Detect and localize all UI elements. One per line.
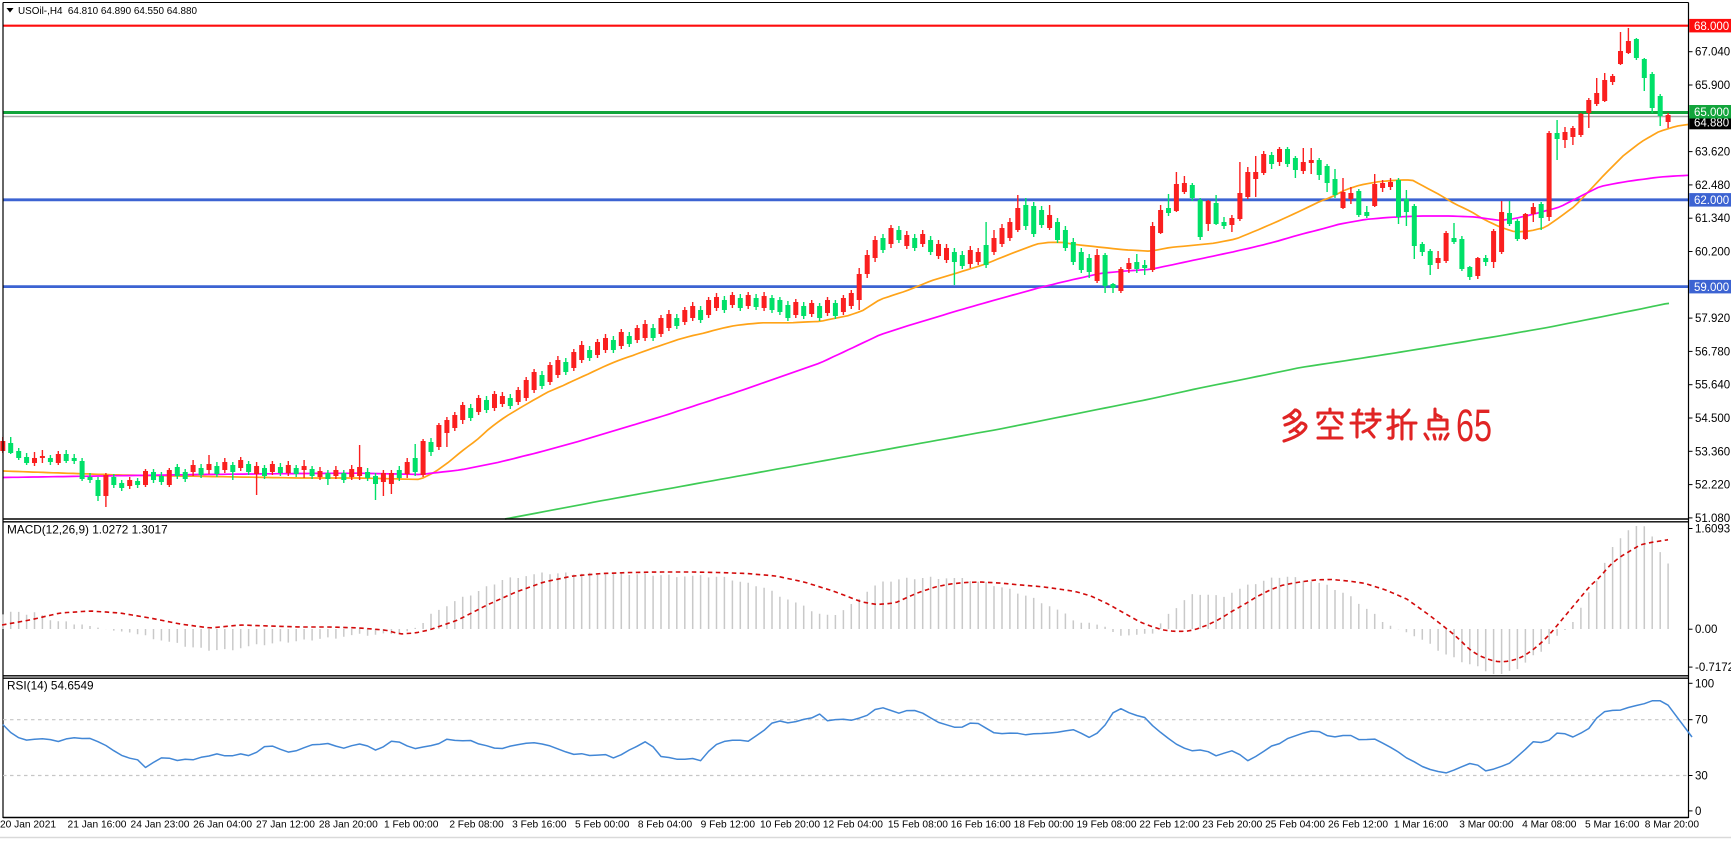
svg-text:3 Mar 00:00: 3 Mar 00:00: [1459, 820, 1514, 831]
svg-text:51.080: 51.080: [1695, 513, 1730, 525]
svg-text:RSI(14) 54.6549: RSI(14) 54.6549: [7, 679, 94, 693]
svg-text:-0.7172: -0.7172: [1695, 662, 1731, 674]
svg-text:68.000: 68.000: [1694, 21, 1729, 33]
svg-text:28 Jan 20:00: 28 Jan 20:00: [319, 820, 378, 831]
svg-text:0: 0: [1695, 806, 1701, 818]
svg-text:12 Feb 04:00: 12 Feb 04:00: [823, 820, 883, 831]
svg-text:9 Feb 12:00: 9 Feb 12:00: [701, 820, 756, 831]
svg-text:26 Jan 04:00: 26 Jan 04:00: [193, 820, 252, 831]
svg-text:10 Feb 20:00: 10 Feb 20:00: [760, 820, 820, 831]
svg-text:5 Mar 16:00: 5 Mar 16:00: [1585, 820, 1640, 831]
svg-text:52.220: 52.220: [1695, 480, 1730, 492]
svg-text:65.000: 65.000: [1694, 107, 1729, 119]
svg-text:59.000: 59.000: [1694, 282, 1729, 294]
svg-text:5 Feb 00:00: 5 Feb 00:00: [575, 820, 630, 831]
svg-text:65.900: 65.900: [1695, 80, 1730, 92]
svg-text:4 Mar 08:00: 4 Mar 08:00: [1522, 820, 1577, 831]
svg-text:1 Mar 16:00: 1 Mar 16:00: [1394, 820, 1449, 831]
svg-text:30: 30: [1695, 771, 1708, 783]
svg-text:100: 100: [1695, 678, 1714, 690]
svg-text:2 Feb 08:00: 2 Feb 08:00: [449, 820, 504, 831]
svg-text:21 Jan 16:00: 21 Jan 16:00: [68, 820, 127, 831]
svg-text:USOil-,H4 64.810 64.890 64.55: USOil-,H4 64.810 64.890 64.550 64.880: [18, 6, 197, 17]
svg-text:61.340: 61.340: [1695, 213, 1730, 225]
svg-text:8 Mar 20:00: 8 Mar 20:00: [1645, 820, 1700, 831]
svg-text:65: 65: [1456, 400, 1492, 451]
svg-text:70: 70: [1695, 715, 1708, 727]
svg-text:15 Feb 08:00: 15 Feb 08:00: [888, 820, 948, 831]
svg-text:57.920: 57.920: [1695, 313, 1730, 325]
svg-text:24 Jan 23:00: 24 Jan 23:00: [131, 820, 190, 831]
svg-text:23 Feb 20:00: 23 Feb 20:00: [1202, 820, 1262, 831]
svg-text:56.780: 56.780: [1695, 346, 1730, 358]
svg-text:1 Feb 00:00: 1 Feb 00:00: [384, 820, 439, 831]
svg-text:20 Jan 2021: 20 Jan 2021: [0, 820, 56, 831]
svg-text:55.640: 55.640: [1695, 380, 1730, 392]
svg-text:25 Feb 04:00: 25 Feb 04:00: [1265, 820, 1325, 831]
svg-text:67.040: 67.040: [1695, 47, 1730, 59]
svg-text:19 Feb 08:00: 19 Feb 08:00: [1076, 820, 1136, 831]
svg-text:27 Jan 12:00: 27 Jan 12:00: [256, 820, 315, 831]
svg-text:22 Feb 12:00: 22 Feb 12:00: [1139, 820, 1199, 831]
svg-text:60.200: 60.200: [1695, 247, 1730, 259]
svg-text:8 Feb 04:00: 8 Feb 04:00: [638, 820, 693, 831]
svg-text:64.880: 64.880: [1694, 118, 1729, 130]
svg-text:MACD(12,26,9) 1.0272 1.3017: MACD(12,26,9) 1.0272 1.3017: [7, 523, 168, 537]
svg-text:62.480: 62.480: [1695, 180, 1730, 192]
svg-text:1.6093: 1.6093: [1695, 524, 1730, 536]
svg-text:18 Feb 00:00: 18 Feb 00:00: [1014, 820, 1074, 831]
svg-text:54.500: 54.500: [1695, 413, 1730, 425]
svg-text:63.620: 63.620: [1695, 147, 1730, 159]
svg-text:62.000: 62.000: [1694, 195, 1729, 207]
svg-text:26 Feb 12:00: 26 Feb 12:00: [1328, 820, 1388, 831]
svg-text:53.360: 53.360: [1695, 446, 1730, 458]
svg-text:16 Feb 16:00: 16 Feb 16:00: [951, 820, 1011, 831]
svg-text:0.00: 0.00: [1695, 624, 1717, 636]
svg-text:3 Feb 16:00: 3 Feb 16:00: [512, 820, 567, 831]
